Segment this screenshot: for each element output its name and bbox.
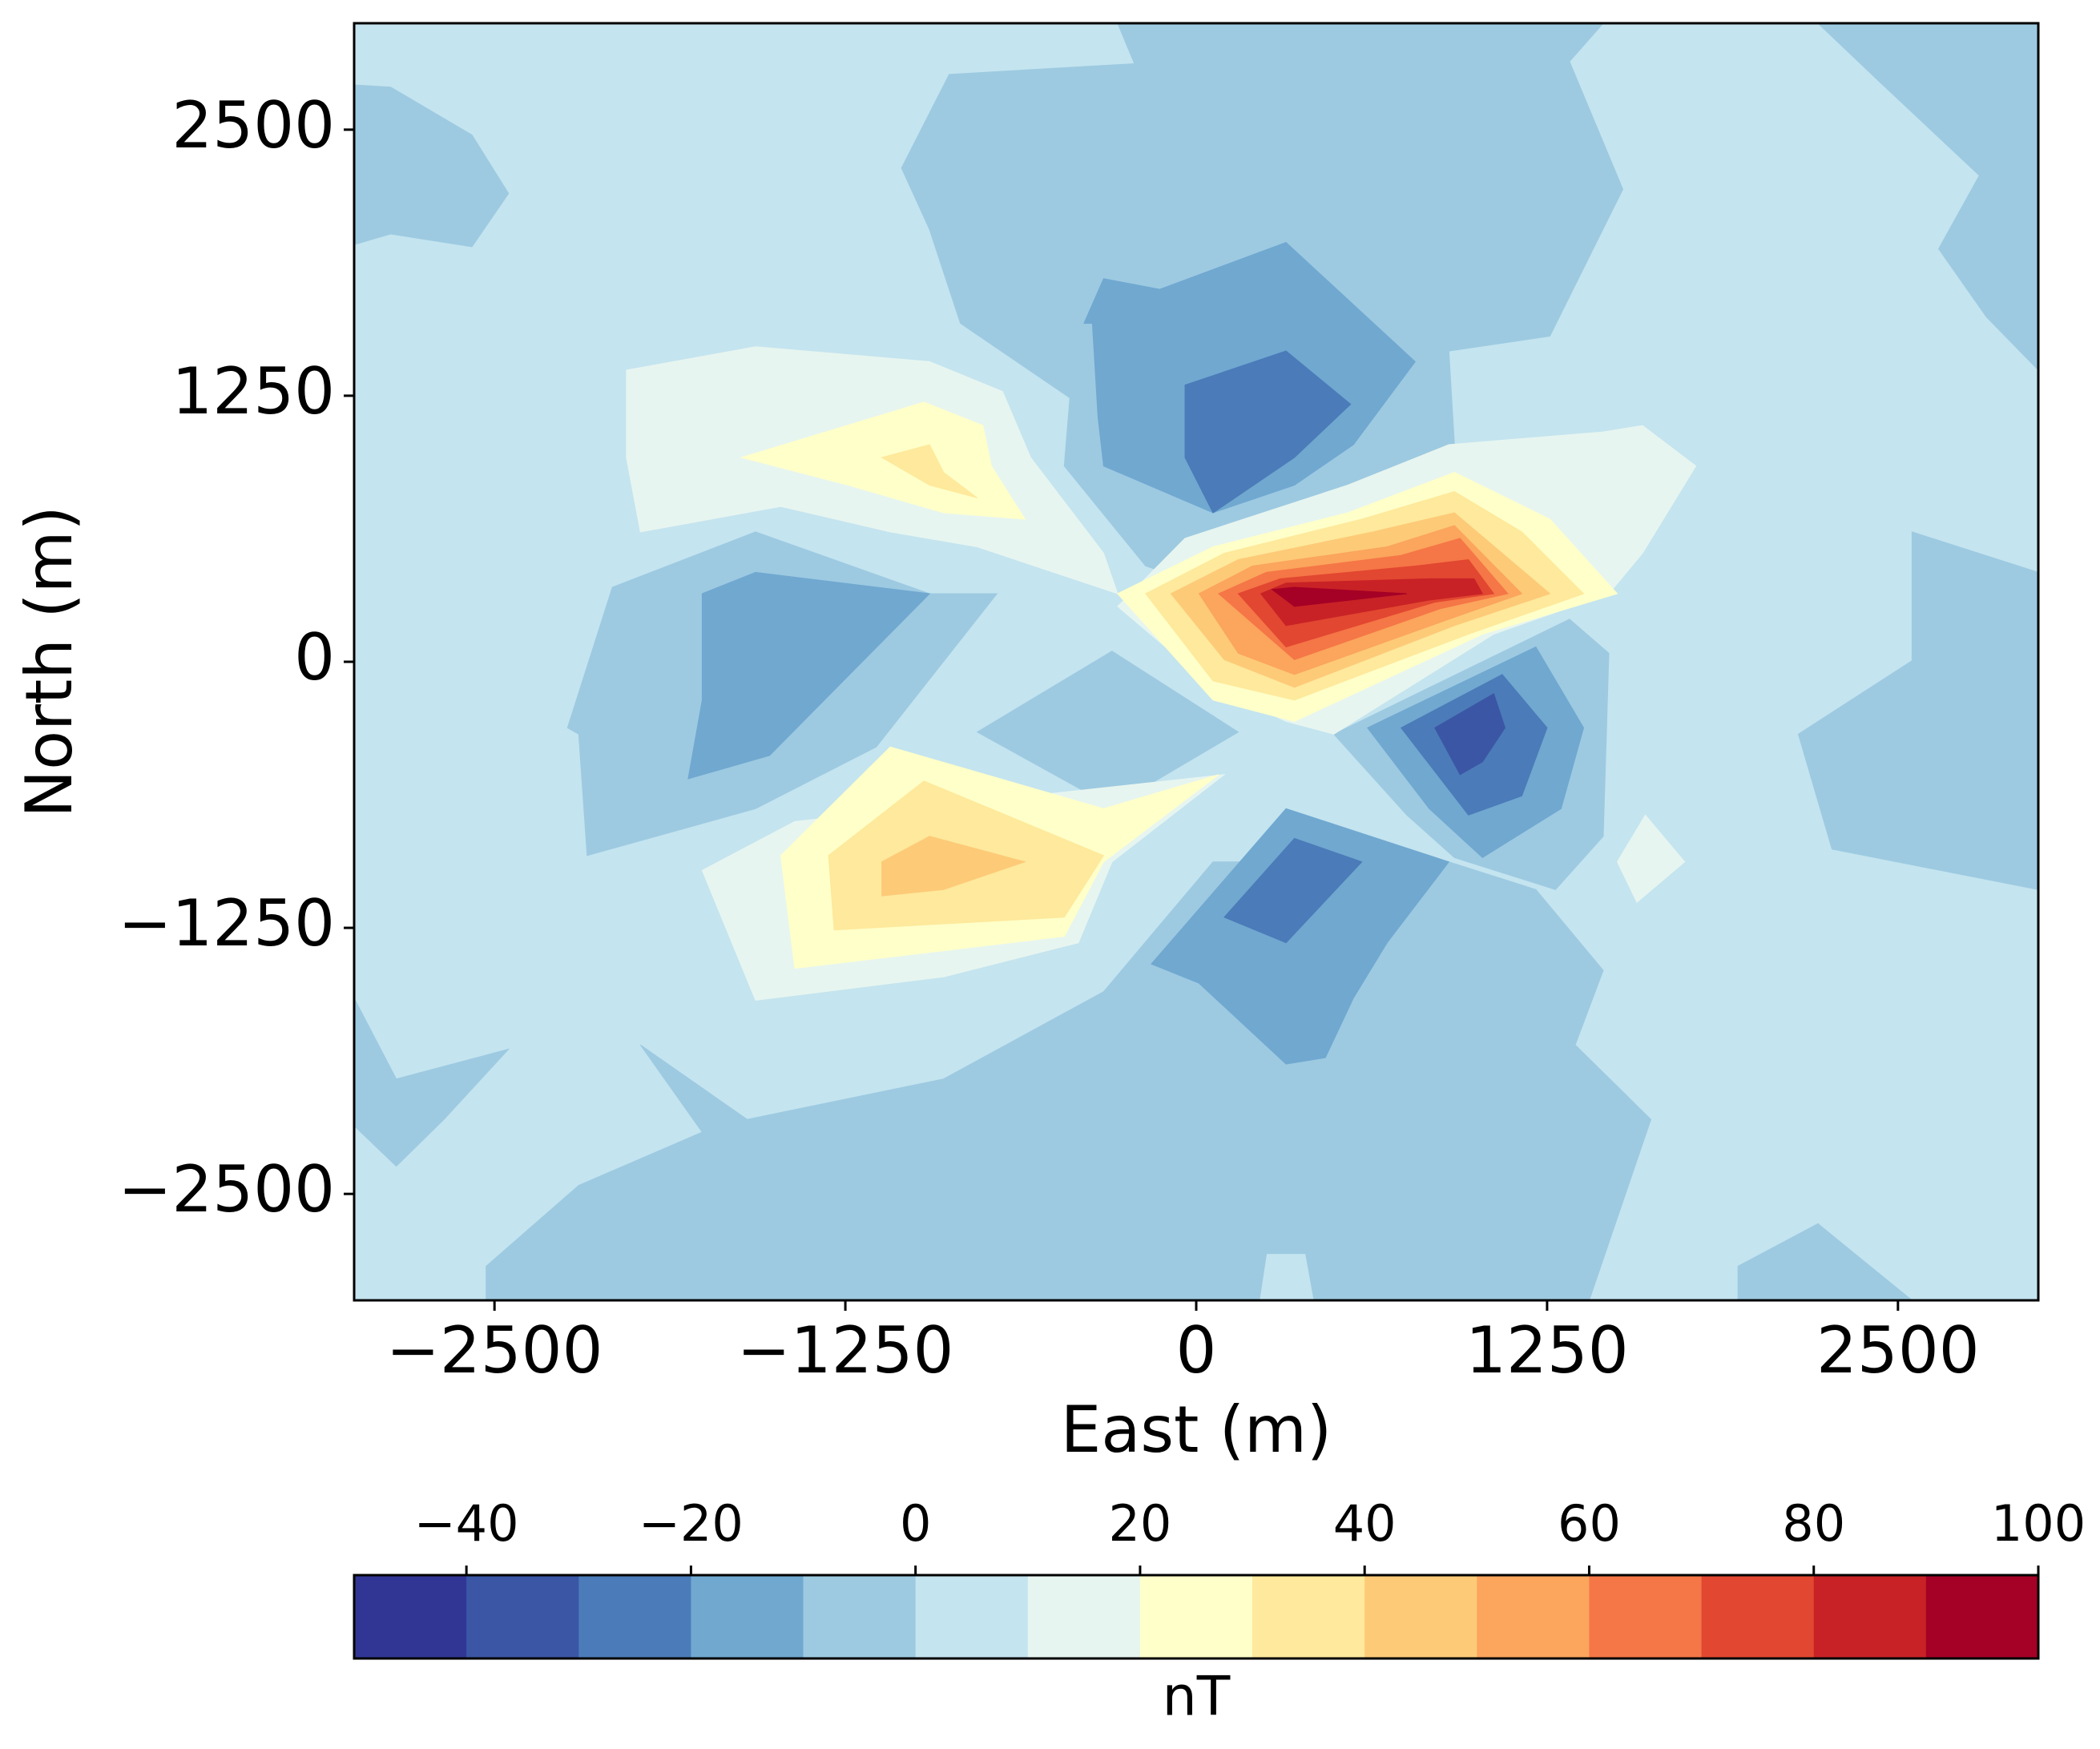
y-tick-label: −1250 [118,886,335,961]
colorbar-frame [353,1574,2040,1660]
y-tick-label: 1250 [171,354,335,429]
x-tick-label: −2500 [386,1313,603,1388]
x-tick-label: 2500 [1816,1313,1980,1388]
x-tick-label: −1250 [737,1313,954,1388]
contour-region [881,444,978,498]
colorbar-band [354,1575,467,1658]
colorbar-tick-label: 40 [1333,1494,1397,1553]
contour-region [1223,837,1363,944]
contour-region [1616,814,1686,903]
colorbar-band [1139,1575,1253,1658]
colorbar-band [1701,1575,1815,1658]
colorbar-tick-label: 20 [1108,1494,1171,1553]
y-axis-label: North (m) [12,506,87,818]
colorbar-band [1589,1575,1703,1658]
colorbar-band [1252,1575,1365,1658]
contour-region [1271,586,1407,607]
y-tick-label: 0 [294,620,335,695]
colorbar-tick-label: 60 [1558,1494,1621,1553]
x-axis-label: East (m) [1061,1392,1332,1467]
contour-region [687,571,931,780]
contour-region [976,651,1239,808]
colorbar-tick-label: −40 [414,1494,519,1553]
x-tick-label: 0 [1176,1313,1217,1388]
colorbar-tick-label: 0 [900,1494,931,1553]
colorbar-band [1813,1575,1927,1658]
colorbar-label: nT [1163,1666,1231,1729]
contour-region [1151,808,1450,1065]
contour-region [353,84,510,248]
colorbar-tick-label: −20 [639,1494,744,1553]
colorbar-band [803,1575,917,1658]
colorbar-band [1477,1575,1590,1658]
contour-region [1184,350,1352,514]
colorbar-band [578,1575,691,1658]
colorbar-tick-label: 80 [1782,1494,1845,1553]
colorbar-band [1027,1575,1141,1658]
colorbar-tick-label: 100 [1991,1494,2086,1553]
colorbar-band [915,1575,1029,1658]
y-tick-label: −2500 [118,1152,335,1227]
x-tick-label: 1250 [1465,1313,1629,1388]
y-tick-label: 2500 [171,88,335,163]
contour-region [1434,693,1505,776]
plot-area [353,22,2039,1301]
contour-region [881,836,1027,897]
colorbar-band [1364,1575,1477,1658]
colorbar-band [691,1575,804,1658]
colorbar-band [466,1575,579,1658]
colorbar-band [1925,1575,2039,1658]
